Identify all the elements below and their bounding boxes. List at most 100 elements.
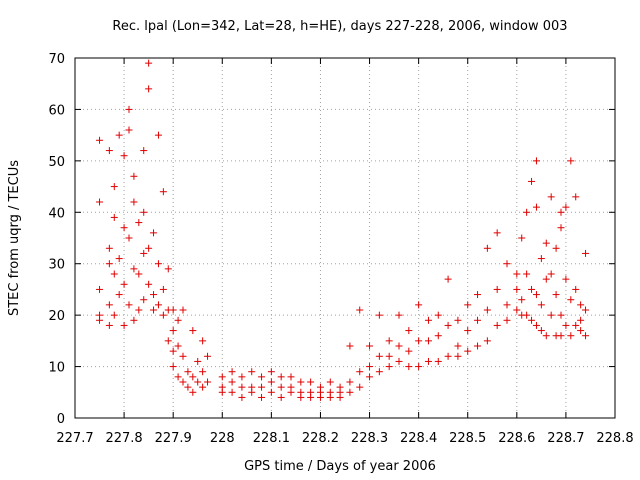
data-point [326, 378, 334, 386]
data-point [135, 270, 143, 278]
data-point [154, 260, 162, 268]
data-point [218, 373, 226, 381]
data-point [96, 198, 104, 206]
data-point [179, 352, 187, 360]
data-point [135, 219, 143, 227]
data-point [110, 183, 118, 191]
data-point [258, 393, 266, 401]
data-point [483, 244, 491, 252]
x-tick-label: 228.8 [596, 431, 633, 446]
data-point [164, 265, 172, 273]
data-point [503, 301, 511, 309]
data-point [154, 131, 162, 139]
data-point [179, 306, 187, 314]
data-point [238, 393, 246, 401]
data-point [532, 157, 540, 165]
data-point [356, 306, 364, 314]
data-point [424, 357, 432, 365]
data-point [577, 327, 585, 335]
data-point [115, 291, 123, 299]
data-point [135, 306, 143, 314]
data-point [297, 393, 305, 401]
data-point [96, 285, 104, 293]
data-point [130, 198, 138, 206]
data-point [356, 383, 364, 391]
data-point [184, 383, 192, 391]
data-point [518, 296, 526, 304]
data-point [258, 373, 266, 381]
data-point [115, 255, 123, 263]
y-tick-label: 50 [48, 155, 65, 170]
data-point [395, 342, 403, 350]
data-point [528, 177, 536, 185]
data-point [464, 301, 472, 309]
data-point [258, 383, 266, 391]
data-point [125, 126, 133, 134]
grid-lines [75, 58, 615, 418]
data-point [542, 332, 550, 340]
x-tick-label: 228.5 [449, 431, 486, 446]
data-point [125, 301, 133, 309]
data-point [130, 172, 138, 180]
data-point [454, 352, 462, 360]
data-point [547, 311, 555, 319]
data-point [493, 285, 501, 293]
data-point [326, 393, 334, 401]
data-point [189, 327, 197, 335]
x-axis-label: GPS time / Days of year 2006 [244, 459, 436, 474]
data-point [366, 373, 374, 381]
data-point [552, 291, 560, 299]
data-point [518, 234, 526, 242]
y-axis-label: STEC from uqrg / TECUs [7, 160, 22, 316]
data-point [582, 332, 590, 340]
data-point [493, 229, 501, 237]
data-point [405, 327, 413, 335]
data-point [199, 383, 207, 391]
data-point [542, 239, 550, 247]
data-point [405, 363, 413, 371]
data-point [130, 316, 138, 324]
data-point [557, 311, 565, 319]
data-point [528, 316, 536, 324]
data-point [346, 388, 354, 396]
data-point [532, 203, 540, 211]
data-point [366, 342, 374, 350]
data-point [513, 285, 521, 293]
data-point [154, 301, 162, 309]
data-point [528, 285, 536, 293]
data-point [307, 393, 315, 401]
data-point [169, 363, 177, 371]
data-point [287, 373, 295, 381]
data-point [169, 327, 177, 335]
data-point [577, 316, 585, 324]
data-point [130, 265, 138, 273]
data-point [582, 306, 590, 314]
plot-frame [74, 57, 616, 419]
y-tick-label: 30 [48, 258, 65, 273]
data-point [513, 270, 521, 278]
data-point [105, 321, 113, 329]
data-point [415, 363, 423, 371]
data-point [537, 301, 545, 309]
data-point [228, 388, 236, 396]
data-point [474, 316, 482, 324]
data-point [307, 378, 315, 386]
data-points [96, 59, 590, 401]
x-tick-label: 228.2 [302, 431, 339, 446]
data-point [96, 316, 104, 324]
data-point [96, 136, 104, 144]
data-point [562, 275, 570, 283]
data-point [179, 378, 187, 386]
data-point [145, 244, 153, 252]
data-point [150, 306, 158, 314]
data-point [532, 291, 540, 299]
data-point [567, 296, 575, 304]
data-point [557, 332, 565, 340]
data-point [395, 357, 403, 365]
data-point [537, 255, 545, 263]
x-tick-label: 228.7 [547, 431, 584, 446]
data-point [204, 378, 212, 386]
data-point [199, 368, 207, 376]
data-point [483, 306, 491, 314]
x-tick-label: 228 [210, 431, 235, 446]
